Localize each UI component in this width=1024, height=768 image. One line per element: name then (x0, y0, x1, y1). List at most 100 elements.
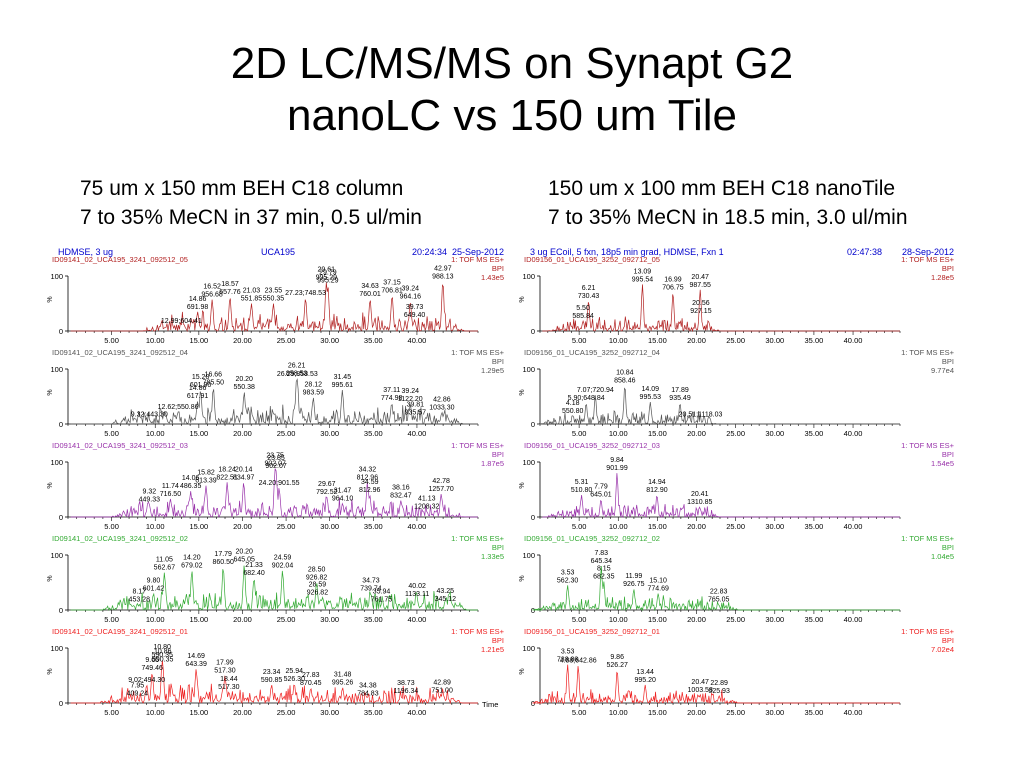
peak-label: 983.59 (303, 390, 325, 397)
x-tick-label: 25.00 (726, 708, 745, 717)
x-tick-label: 30.00 (765, 336, 784, 345)
panel-bpi-label: BPI (942, 636, 954, 645)
panel-id: ID09156_01_UCA195_3252_092712_04 (524, 348, 660, 357)
peak-label: 765.05 (708, 597, 730, 604)
peak-label: 760.01 (359, 291, 381, 298)
y-tick-label: 0 (531, 327, 535, 336)
peak-label: 10.84 (616, 370, 634, 377)
panel-bpi-label: BPI (492, 450, 504, 459)
x-tick-label: 10.00 (609, 522, 628, 531)
right-chromatogram-svg: 3 ug ECoil, 5 fxn, 18p5 min grad, HDMSE,… (519, 247, 955, 717)
panel-intensity: 1.33e5 (481, 552, 504, 561)
peak-label: 1033.30 (429, 404, 454, 411)
peak-label: 28.59 (309, 581, 327, 588)
peak-label: 16.99 (664, 277, 682, 284)
left-caption-line-2: 7 to 35% MeCN in 37 min, 0.5 ul/min (80, 206, 422, 229)
peak-label: 738.88 (557, 657, 579, 664)
x-tick-label: 25.00 (277, 615, 296, 624)
x-tick-label: 40.00 (408, 336, 427, 345)
x-tick-label: 30.00 (320, 336, 339, 345)
peak-label: 16.66 (205, 372, 223, 379)
peak-label: 10.86 (154, 649, 172, 656)
peak-label: 5.50 (576, 305, 590, 312)
x-tick-label: 5.00 (104, 336, 119, 345)
peak-label: 17.89 (671, 387, 689, 394)
y-tick-label: 100 (522, 458, 535, 467)
y-tick-label: 100 (50, 644, 63, 653)
peak-label: 11.99 (625, 573, 642, 580)
x-tick-label: 10.00 (146, 708, 165, 717)
peak-label: 23.55 (265, 288, 283, 295)
peak-label: 526.30 (284, 676, 306, 683)
right-chromatogram-stack: 3 ug ECoil, 5 fxn, 18p5 min grad, HDMSE,… (510, 246, 960, 725)
peak-label: 964.10 (332, 495, 354, 502)
y-axis-percent-label: % (47, 575, 54, 581)
x-tick-label: 40.00 (408, 522, 427, 531)
title-line-2: nanoLC vs 150 um Tile (286, 91, 738, 140)
panel-bpi-label: BPI (942, 264, 954, 273)
peak-label: 657.76 (219, 289, 241, 296)
panel-id: ID09141_02_UCA195_3241_092512_04 (52, 348, 188, 357)
peak-label: 41.13 (418, 496, 436, 503)
peak-label: 995.26 (332, 680, 354, 687)
x-tick-label: 5.00 (572, 708, 587, 717)
x-tick-label: 20.00 (233, 429, 252, 438)
peak-label: 31.48 (334, 672, 352, 679)
x-tick-label: 15.00 (189, 429, 208, 438)
panel-mode: 1: TOF MS ES+ (901, 627, 954, 636)
peak-label: 691.98 (187, 304, 209, 311)
peak-label: 613.39 (195, 478, 217, 485)
x-tick-label: 10.00 (609, 708, 628, 717)
left-caption-line-1: 75 um x 150 mm BEH C18 column (80, 177, 404, 200)
peak-label: 730.43 (578, 293, 600, 300)
peak-label: 8.17 (132, 589, 146, 596)
peak-label: 20.56 (692, 300, 710, 307)
peak-label: 812.90 (646, 487, 668, 494)
x-tick-label: 10.00 (146, 522, 165, 531)
y-axis-percent-label: % (519, 575, 526, 581)
chromatogram-trace (532, 565, 900, 612)
peak-label: 601.42 (143, 586, 165, 593)
y-tick-label: 100 (522, 551, 535, 560)
x-tick-label: 30.00 (320, 429, 339, 438)
chromatogram-panel: ID09141_02_UCA195_3241_092512_02 1: TOF M… (47, 534, 505, 624)
peak-label: 526.27 (606, 662, 628, 669)
y-tick-label: 100 (50, 365, 63, 374)
peak-label: 1208.32 (414, 504, 439, 511)
peak-label: 682.35 (593, 573, 615, 580)
peak-label: 15.20 (192, 374, 210, 381)
peak-label: 995.20 (634, 677, 656, 684)
x-tick-label: 15.00 (648, 429, 667, 438)
x-tick-label: 40.00 (844, 429, 863, 438)
peak-label: 449.33 (139, 496, 161, 503)
peak-label: 679.02 (181, 562, 203, 569)
panel-bpi-label: BPI (492, 357, 504, 366)
peak-label: 18.44 (220, 676, 238, 683)
peak-label: 956.68 (201, 292, 223, 299)
panel-id: ID09156_01_UCA195_3252_092712_03 (524, 441, 660, 450)
peak-label: 8.15 (597, 565, 611, 572)
y-axis-percent-label: % (519, 668, 526, 674)
peak-label: 20.47 (691, 274, 709, 281)
panel-id: ID09141_02_UCA195_3241_092512_03 (52, 441, 188, 450)
panel-bpi-label: BPI (942, 543, 954, 552)
x-tick-label: 15.00 (189, 522, 208, 531)
panel-bpi-label: BPI (942, 357, 954, 366)
x-tick-label: 25.00 (277, 429, 296, 438)
peak-label: 409.24 (127, 691, 149, 698)
chromatogram-trace (70, 565, 478, 612)
x-tick-label: 25.00 (277, 708, 296, 717)
y-tick-label: 0 (531, 606, 535, 615)
x-tick-label: 25.00 (277, 522, 296, 531)
peak-label: 42.97 (434, 266, 452, 273)
peak-label: 517.30 (218, 684, 240, 691)
x-axis-label: Time (482, 700, 498, 709)
x-tick-label: 35.00 (364, 708, 383, 717)
panel-mode: 1: TOF MS ES+ (451, 627, 504, 636)
peak-label: 24.59 (274, 554, 292, 561)
x-tick-label: 5.00 (104, 429, 119, 438)
peak-label: 988.13 (432, 274, 454, 281)
peak-label: 4.88;642.86 (560, 658, 597, 665)
peak-label: 706.75 (662, 285, 684, 292)
peak-label: 1257.70 (429, 486, 454, 493)
